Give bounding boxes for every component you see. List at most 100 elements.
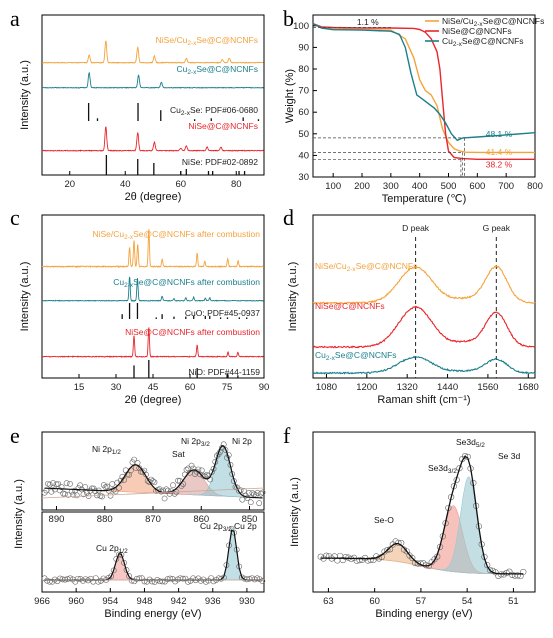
panel-e-0-data-point bbox=[210, 465, 217, 472]
panel-e-label-cu2p: Cu 2p bbox=[234, 521, 257, 531]
panel-b-xtick-label: 700 bbox=[498, 181, 514, 192]
panel-e-0-data-point bbox=[129, 459, 136, 466]
panel-b-legend-label-2: Cu2-x​Se@C@NCNFs bbox=[442, 36, 524, 48]
panel-a-series-label-4: NiSe: PDF#02-0892 bbox=[182, 157, 258, 167]
panel-e-1-data-point bbox=[41, 575, 48, 582]
panel-f-data-point bbox=[356, 557, 363, 564]
panel-f-xtick-label: 51 bbox=[508, 596, 519, 607]
panel-d-orange-curve bbox=[312, 265, 536, 305]
panel-f-xps-se: 63 60 57 54 51 Binding energy (eV) Intensity (… bbox=[289, 431, 536, 620]
panel-e-1-data-point bbox=[131, 578, 138, 585]
panel-d-xtick-label: 1320 bbox=[397, 382, 418, 393]
panel-a-xtick-label: 20 bbox=[64, 179, 75, 190]
panel-e-0-data-point bbox=[239, 496, 246, 503]
panel-e-0-xtick-label: 860 bbox=[193, 514, 209, 525]
panel-b-ytick-label: 100 bbox=[293, 21, 309, 32]
panel-e-0-data-point bbox=[161, 495, 168, 502]
panel-b-xtick-label: 100 bbox=[325, 181, 341, 192]
panel-e-label-cu2p32: Cu 2p3/2​ bbox=[200, 521, 232, 533]
panel-f-xtick-label: 60 bbox=[369, 596, 380, 607]
panel-b-ytick-label: 50 bbox=[298, 129, 309, 140]
panel-e-0-data-point bbox=[146, 479, 153, 485]
panel-e-1-data-point bbox=[159, 578, 166, 585]
panel-e-0-data-point bbox=[166, 490, 173, 497]
panel-e-0-xtick-label: 850 bbox=[242, 514, 258, 525]
panel-e-1-data-point bbox=[151, 579, 158, 585]
panel-e-1-xtick-label: 960 bbox=[68, 596, 84, 607]
panel-e-0-data-point bbox=[60, 490, 67, 497]
panel-e-0-data-point bbox=[136, 465, 143, 472]
panel-e-0-data-point bbox=[46, 481, 53, 488]
panel-c-frame bbox=[41, 214, 265, 379]
panel-d-raman: 1080 1200 1320 1440 1560 1680 Raman shift (cm⁻… bbox=[287, 214, 539, 406]
panel-f-data-point bbox=[384, 546, 391, 554]
panel-e-label-ni2p12: Ni 2p1/2​ bbox=[92, 444, 121, 456]
panel-c-orange-curve bbox=[41, 229, 264, 269]
panel-b-ytick-label: 70 bbox=[298, 86, 309, 97]
panel-f-fit-envelope bbox=[320, 455, 524, 575]
panel-e-0-data-point bbox=[257, 490, 264, 497]
panel-c-ylabel: Intensity (a.u.) bbox=[19, 262, 31, 332]
panel-b-ytick-label: 60 bbox=[298, 107, 309, 118]
panel-a-teal-curve bbox=[42, 72, 264, 89]
panel-e-1-xtick-label: 936 bbox=[205, 596, 221, 607]
panel-e-0-data-point bbox=[107, 492, 114, 499]
panel-e-0-background bbox=[41, 487, 265, 499]
panel-e-0-data-point bbox=[187, 469, 193, 476]
panel-b-xtick-label: 600 bbox=[469, 181, 485, 192]
panel-c-xtick-label: 45 bbox=[148, 382, 159, 393]
panel-b-xtick-label: 200 bbox=[354, 181, 370, 192]
panel-e-0-data-point bbox=[247, 499, 254, 506]
panel-e-0-data-point bbox=[203, 471, 210, 478]
panel-b-xlabel: Temperature (℃) bbox=[382, 193, 467, 205]
panel-f-data-point bbox=[486, 566, 494, 574]
panel-e-0-data-point bbox=[170, 482, 176, 489]
panel-e-0-xtick-label: 880 bbox=[97, 514, 113, 525]
panel-b-ylabel: Weight (%) bbox=[284, 69, 296, 123]
panel-e-0-data-point bbox=[163, 486, 170, 493]
panel-letter-a: a bbox=[10, 6, 20, 31]
panel-f-data-point bbox=[403, 548, 410, 555]
panel-b-tga: 100 200 300 400 500 600 700 800 30 40 50 60 70 80 90 10… bbox=[284, 14, 544, 205]
panel-d-xtick-label: 1560 bbox=[477, 382, 498, 393]
panel-f-data-point bbox=[484, 562, 491, 569]
panel-e-0-data-point bbox=[185, 465, 192, 472]
panel-a-series-label-3: NiSe@C@NCNFs bbox=[188, 121, 258, 131]
panel-d-series-label-0: NiSe/Cu2-x​Se@C@NCNFs bbox=[315, 261, 417, 273]
panel-a-orange-curve bbox=[41, 40, 264, 64]
panel-c-xtick-label: 30 bbox=[111, 382, 122, 393]
panel-f-data-point bbox=[520, 568, 527, 576]
panel-e-0-fit-peak-0 bbox=[89, 464, 183, 495]
panel-c-teal-curve bbox=[41, 276, 264, 302]
panel-letter-e: e bbox=[10, 423, 20, 448]
panel-e-0-data-point bbox=[256, 500, 263, 507]
panel-f-ylabel: Intensity (a.u.) bbox=[289, 477, 301, 547]
panel-f-data-point bbox=[409, 554, 416, 562]
panel-e-0-data-point bbox=[236, 487, 242, 494]
panel-b-legend-label-1: NiSe@C@NCNFs bbox=[442, 26, 512, 36]
panel-f-label-seo: Se-O bbox=[374, 515, 394, 525]
panel-f-label-se3d32: Se3d3/2​ bbox=[428, 463, 457, 475]
panel-e-1-data-point bbox=[187, 577, 194, 584]
panel-c-series-label-3: NiSe@C@NCNFs after combustion bbox=[125, 327, 260, 337]
panel-b-ytick-label: 80 bbox=[298, 64, 309, 75]
panel-e-1-data-point bbox=[110, 567, 117, 574]
panel-c-series-label-2: CuO: PDF#45-0937 bbox=[185, 308, 260, 318]
panel-e-0-data-point bbox=[50, 480, 56, 486]
panel-f-label-se3d52: Se3d5/2​ bbox=[456, 437, 485, 449]
panel-e-1-data-point bbox=[126, 573, 132, 579]
panel-b-xtick-label: 500 bbox=[441, 181, 457, 192]
panel-d-xtick-label: 1200 bbox=[356, 382, 377, 393]
panel-c-xtick-label: 75 bbox=[222, 382, 233, 393]
panel-d-xtick-label: 1440 bbox=[437, 382, 458, 393]
panel-e-0-data-point bbox=[251, 491, 258, 498]
panel-e-0-data-point bbox=[139, 468, 146, 475]
panel-b-teal-curve bbox=[312, 22, 536, 141]
panel-f-data-point bbox=[461, 453, 469, 460]
panel-e-0-xtick-label: 890 bbox=[49, 514, 65, 525]
panel-e-1-xtick-label: 948 bbox=[137, 596, 153, 607]
panel-e-0-fit-envelope bbox=[44, 445, 263, 499]
panel-e-0-data-point bbox=[45, 480, 51, 487]
panel-b-legend-label-0: NiSe/Cu2-x​Se@C@NCNFs bbox=[442, 16, 544, 28]
panel-c-series-label-4: NiO: PDF#44-1159 bbox=[188, 367, 260, 377]
